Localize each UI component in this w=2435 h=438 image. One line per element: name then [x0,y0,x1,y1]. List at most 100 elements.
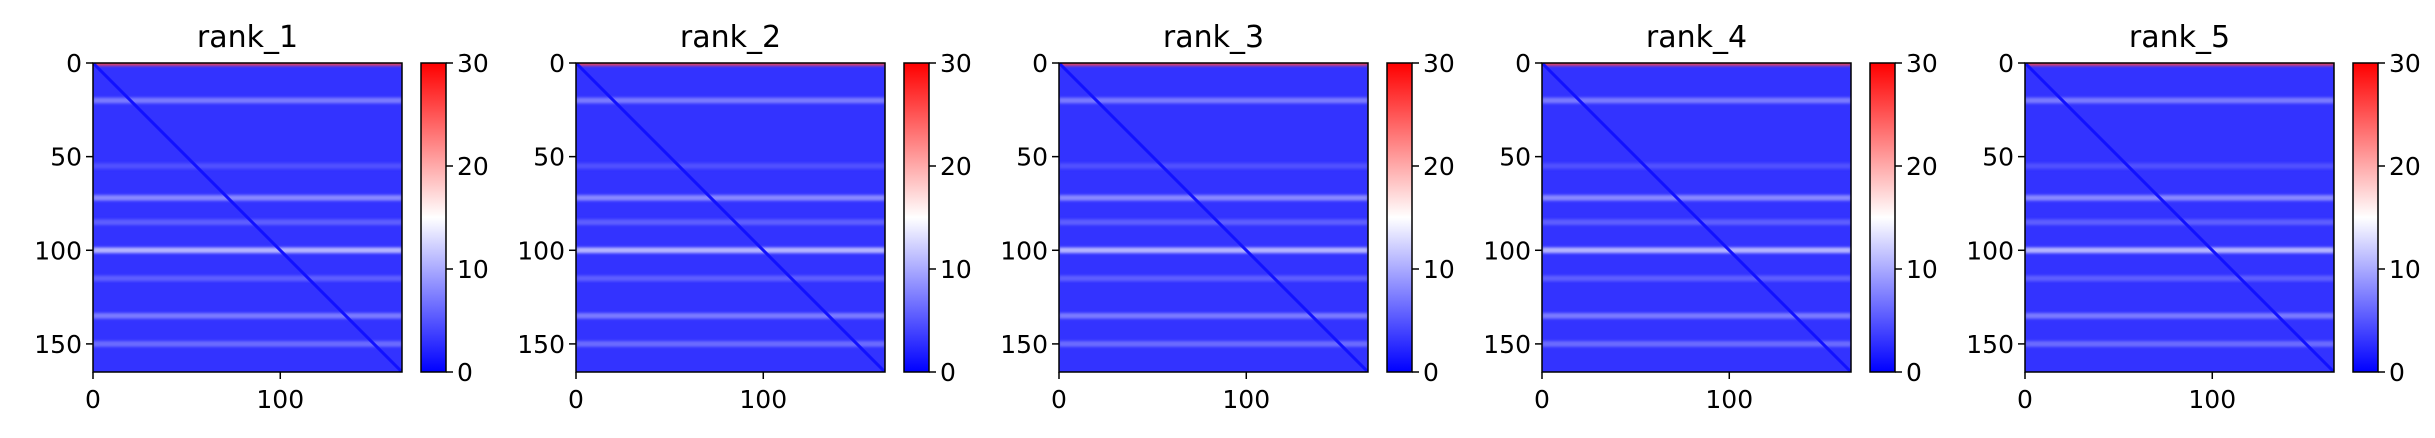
y-tick-label: 50 [1499,143,1531,172]
heatmap-diagonal [93,63,402,372]
colorbar [420,62,447,373]
heatmap-bright-row [1059,275,1368,282]
heatmap-bright-row [576,163,885,169]
plot-frame [1058,62,1369,373]
heatmap-bright-row [576,341,885,347]
panel-title: rank_5 [2129,20,2230,55]
heatmap-diagonal [576,63,885,372]
y-tick-label: 100 [1483,236,1531,265]
heatmap-image [93,63,402,372]
x-tick-label: 0 [85,385,101,414]
colorbar-tick-label: 30 [457,49,489,78]
y-tick-label: 100 [1000,236,1048,265]
heatmap-bright-row [576,313,885,319]
colorbar-tick-label: 0 [1906,358,1922,387]
heatmap-bright-row [1059,341,1368,347]
heatmap-diagonal [1059,63,1368,372]
heatmap-bright-row [1059,63,1368,66]
y-tick-label: 0 [549,49,565,78]
heatmap-diagonal [2025,63,2334,372]
heatmap-bright-row [2025,63,2334,66]
heatmap-image [2025,63,2334,372]
colorbar-tick-label: 10 [2389,255,2421,284]
heatmap-bright-row [1542,341,1851,347]
y-tick-label: 150 [1966,330,2014,359]
colorbar-tick-label: 0 [2389,358,2405,387]
y-tick-label: 100 [34,236,82,265]
colorbar-tick-label: 10 [1906,255,1938,284]
colorbar-tick-label: 20 [457,152,489,181]
plot-frame [1541,62,1852,373]
x-tick-label: 100 [1222,385,1270,414]
colorbar-tick-label: 0 [1423,358,1439,387]
x-tick-label: 0 [2017,385,2033,414]
heatmap-bright-row [1059,219,1368,225]
colorbar-tick-label: 20 [940,152,972,181]
heatmap-bright-row [1542,97,1851,104]
heatmap-bright-row [1059,247,1368,254]
heatmap-bright-row [93,313,402,319]
heatmap-bright-row [1542,275,1851,282]
plot-frame [575,62,886,373]
colorbar-tick-label: 20 [2389,152,2421,181]
panel-title: rank_3 [1163,20,1264,55]
heatmap-image [1542,63,1851,372]
y-tick-label: 0 [1032,49,1048,78]
heatmap-bright-row [93,97,402,104]
y-tick-label: 150 [34,330,82,359]
heatmap-bright-row [576,219,885,225]
heatmap-bright-row [1059,313,1368,319]
plot-frame [92,62,403,373]
y-tick-label: 150 [1000,330,1048,359]
colorbar-tick-label: 20 [1423,152,1455,181]
heatmap-bright-row [93,163,402,169]
heatmap-bright-row [1542,163,1851,169]
heatmap-bright-row [2025,219,2334,225]
heatmap-bright-row [1542,219,1851,225]
y-tick-label: 100 [1966,236,2014,265]
colorbar [1869,62,1896,373]
x-tick-label: 0 [1534,385,1550,414]
heatmap-bright-row [2025,247,2334,254]
x-tick-label: 100 [1705,385,1753,414]
y-tick-label: 150 [1483,330,1531,359]
colorbar-tick-label: 30 [940,49,972,78]
y-tick-label: 50 [533,143,565,172]
heatmap-bright-row [1542,313,1851,319]
heatmap-bright-row [576,275,885,282]
heatmap-bright-row [576,63,885,66]
heatmap-bright-row [1542,247,1851,254]
heatmap-bright-row [2025,195,2334,201]
heatmap-bright-row [2025,341,2334,347]
y-tick-label: 0 [1998,49,2014,78]
y-tick-label: 0 [66,49,82,78]
heatmap-bright-row [1059,195,1368,201]
panel-title: rank_2 [680,20,781,55]
heatmap-bright-row [93,341,402,347]
colorbar-tick-label: 10 [1423,255,1455,284]
heatmap-bright-row [576,97,885,104]
heatmap-bright-row [93,219,402,225]
heatmap-bright-row [1059,163,1368,169]
colorbar-tick-label: 30 [1423,49,1455,78]
heatmap-bright-row [1059,97,1368,104]
heatmap-bright-row [93,195,402,201]
heatmap-bright-row [2025,275,2334,282]
colorbar-tick-label: 0 [940,358,956,387]
colorbar-tick-label: 30 [1906,49,1938,78]
colorbar-tick-label: 0 [457,358,473,387]
x-tick-label: 100 [256,385,304,414]
y-tick-label: 150 [517,330,565,359]
y-tick-label: 50 [1982,143,2014,172]
colorbar [1386,62,1413,373]
heatmap-bright-row [93,247,402,254]
x-tick-label: 100 [2188,385,2236,414]
colorbar [2352,62,2379,373]
